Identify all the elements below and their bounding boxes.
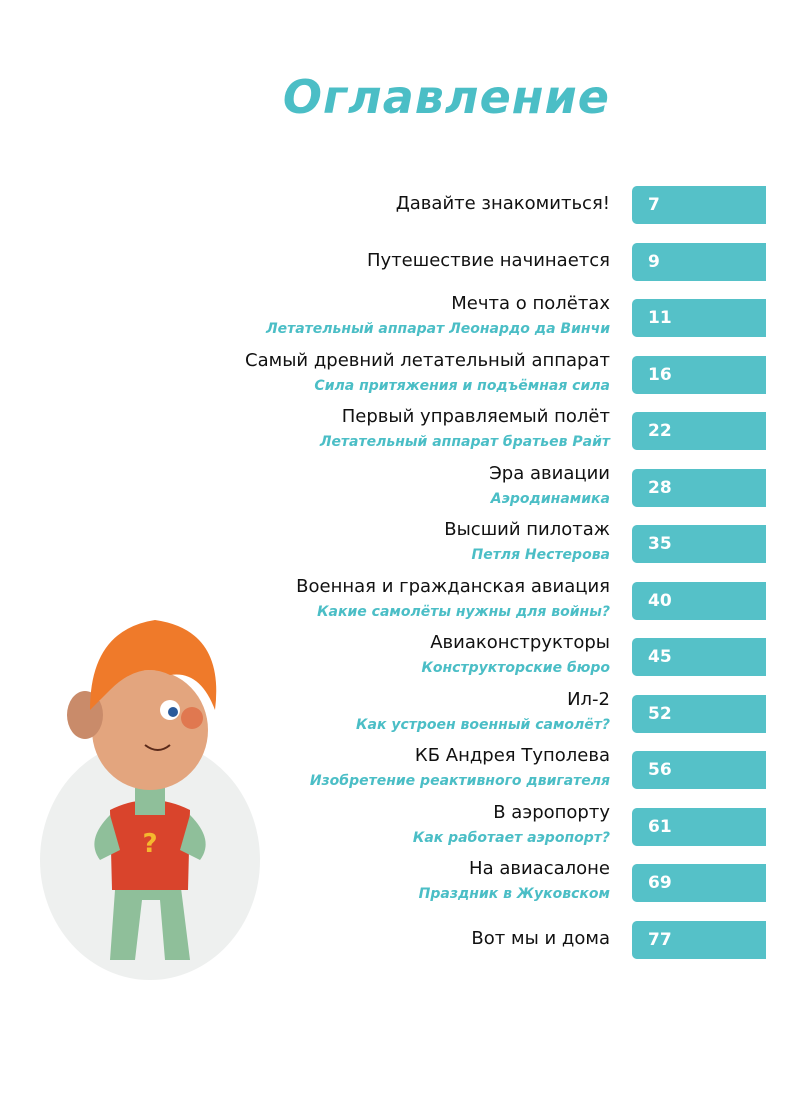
page-tab: 61: [632, 807, 766, 846]
page-number: 52: [648, 703, 672, 724]
entry-title: Эра авиации: [489, 462, 610, 484]
page-tab: 28: [632, 468, 766, 507]
page-number: 35: [648, 534, 672, 554]
page-number: 28: [648, 477, 672, 498]
page-number: 22: [648, 421, 672, 441]
page-title: Оглавление: [282, 70, 610, 124]
svg-text:?: ?: [142, 829, 157, 859]
page-tab: 16: [632, 355, 766, 394]
page-number: 69: [648, 873, 672, 893]
page-number: 77: [648, 929, 672, 950]
entry-subtitle: Как работает аэропорт?: [412, 829, 610, 846]
page-number: 45: [648, 647, 672, 667]
entry-title: Мечта о полётах: [451, 293, 610, 314]
page-number: 40: [648, 590, 672, 611]
entry-subtitle: Сила притяжения и подъёмная сила: [314, 377, 610, 394]
entry-title: Путешествие начинается: [367, 249, 610, 271]
page-tab: 56: [632, 751, 766, 789]
entry-subtitle: Конструкторские бюро: [421, 660, 610, 676]
entry-subtitle: Какие самолёты нужны для войны?: [317, 603, 610, 620]
entry-subtitle: Петля Нестерова: [471, 547, 610, 563]
entry-title: Вот мы и дома: [471, 927, 610, 949]
entry-title: КБ Андрея Туполева: [414, 745, 610, 766]
entry-subtitle: Летательный аппарат Леонардо да Винчи: [266, 321, 610, 337]
page-tab: 35: [632, 525, 766, 563]
page-tab: 22: [632, 412, 766, 450]
page-number: 16: [648, 364, 672, 385]
entry-subtitle: Изобретение реактивного двигателя: [309, 773, 610, 789]
page-tab: 9: [632, 242, 766, 281]
page-tab: 77: [632, 920, 766, 959]
entry-title: Ил-2: [567, 688, 610, 710]
entry-title: Давайте знакомиться!: [395, 193, 610, 214]
page-number: 7: [648, 195, 660, 215]
page-tab: 52: [632, 694, 766, 733]
page-number: 61: [648, 816, 672, 837]
entry-title: На авиасалоне: [469, 858, 610, 879]
page-tab: 7: [632, 186, 766, 224]
entry-title: Самый древний летательный аппарат: [245, 349, 610, 371]
entry-title: В аэропорту: [493, 801, 610, 823]
entry-title: Первый управляемый полёт: [341, 406, 610, 427]
page-tab: 69: [632, 864, 766, 902]
page-number: 56: [648, 760, 672, 780]
page-number: 9: [648, 251, 660, 272]
entry-title: Военная и гражданская авиация: [296, 575, 610, 597]
page-number: 11: [648, 308, 672, 328]
entry-subtitle: Как устроен военный самолёт?: [356, 716, 610, 733]
page-tab: 45: [632, 638, 766, 676]
page-tab: 40: [632, 581, 766, 620]
illustration: ?: [40, 620, 260, 980]
entry-subtitle: Праздник в Жуковском: [418, 886, 610, 902]
entry-title: Авиаконструкторы: [430, 632, 610, 653]
entry-subtitle: Летательный аппарат братьев Райт: [319, 434, 610, 450]
entry-title: Высший пилотаж: [444, 519, 610, 540]
page-tab: 11: [632, 299, 766, 337]
entry-subtitle: Аэродинамика: [490, 490, 610, 507]
